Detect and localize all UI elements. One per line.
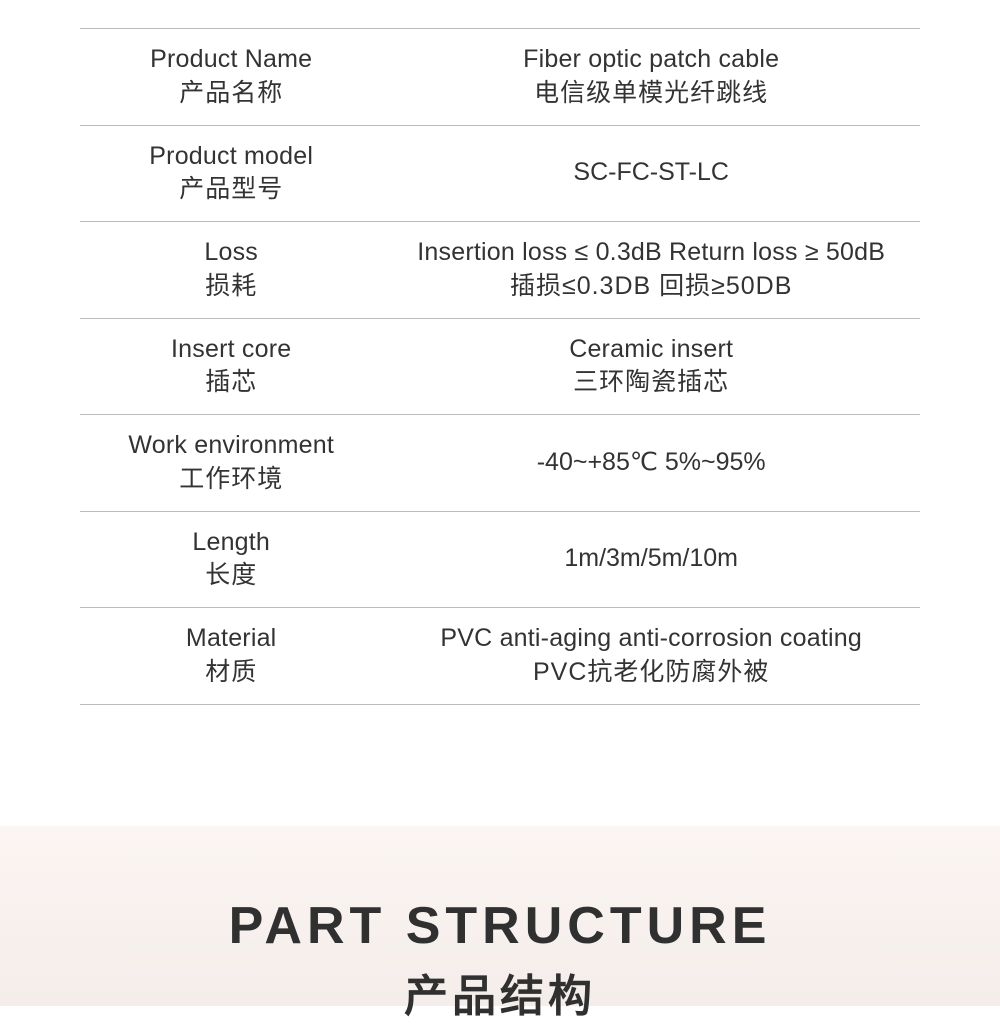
label-cn: 工作环境 — [80, 463, 382, 497]
label-en: Product Name — [80, 43, 382, 77]
value-single: SC-FC-ST-LC — [382, 156, 920, 190]
value-cell: Fiber optic patch cable 电信级单模光纤跳线 — [382, 43, 920, 111]
value-cell: 1m/3m/5m/10m — [382, 542, 920, 576]
value-cn: 电信级单模光纤跳线 — [382, 77, 920, 111]
value-en: Ceramic insert — [382, 333, 920, 367]
table-row: Length 长度 1m/3m/5m/10m — [80, 511, 920, 608]
label-cell: Insert core 插芯 — [80, 333, 382, 401]
value-cn: 三环陶瓷插芯 — [382, 366, 920, 400]
label-en: Loss — [80, 236, 382, 270]
label-cn: 材质 — [80, 656, 382, 690]
label-en: Insert core — [80, 333, 382, 367]
label-cell: Length 长度 — [80, 526, 382, 594]
value-single: -40~+85℃ 5%~95% — [382, 446, 920, 480]
table-row: Product model 产品型号 SC-FC-ST-LC — [80, 125, 920, 222]
value-single: 1m/3m/5m/10m — [382, 542, 920, 576]
value-en: PVC anti-aging anti-corrosion coating — [382, 622, 920, 656]
label-en: Material — [80, 622, 382, 656]
footer-subtitle: 产品结构 — [0, 960, 1000, 1024]
value-cell: PVC anti-aging anti-corrosion coating PV… — [382, 622, 920, 690]
label-cn: 损耗 — [80, 270, 382, 304]
label-en: Length — [80, 526, 382, 560]
label-cell: Work environment 工作环境 — [80, 429, 382, 497]
table-row: Product Name 产品名称 Fiber optic patch cabl… — [80, 28, 920, 125]
footer-section: PART STRUCTURE 产品结构 — [0, 826, 1000, 1006]
value-en: Insertion loss ≤ 0.3dB Return loss ≥ 50d… — [382, 236, 920, 270]
label-en: Work environment — [80, 429, 382, 463]
label-cell: Loss 损耗 — [80, 236, 382, 304]
label-cell: Material 材质 — [80, 622, 382, 690]
table-row: Insert core 插芯 Ceramic insert 三环陶瓷插芯 — [80, 318, 920, 415]
footer-title: PART STRUCTURE — [0, 896, 1000, 956]
label-cn: 产品型号 — [80, 173, 382, 207]
label-cn: 长度 — [80, 559, 382, 593]
label-en: Product model — [80, 140, 382, 174]
value-cell: Ceramic insert 三环陶瓷插芯 — [382, 333, 920, 401]
label-cn: 产品名称 — [80, 77, 382, 111]
label-cn: 插芯 — [80, 366, 382, 400]
value-cn: PVC抗老化防腐外被 — [382, 656, 920, 690]
label-cell: Product model 产品型号 — [80, 140, 382, 208]
value-cell: Insertion loss ≤ 0.3dB Return loss ≥ 50d… — [382, 236, 920, 304]
value-en: Fiber optic patch cable — [382, 43, 920, 77]
value-cell: SC-FC-ST-LC — [382, 156, 920, 190]
table-row: Work environment 工作环境 -40~+85℃ 5%~95% — [80, 414, 920, 511]
value-cn: 插损≤0.3DB 回损≥50DB — [382, 270, 920, 304]
spec-table: Product Name 产品名称 Fiber optic patch cabl… — [80, 0, 920, 705]
label-cell: Product Name 产品名称 — [80, 43, 382, 111]
table-row: Material 材质 PVC anti-aging anti-corrosio… — [80, 607, 920, 705]
value-cell: -40~+85℃ 5%~95% — [382, 446, 920, 480]
table-row: Loss 损耗 Insertion loss ≤ 0.3dB Return lo… — [80, 221, 920, 318]
